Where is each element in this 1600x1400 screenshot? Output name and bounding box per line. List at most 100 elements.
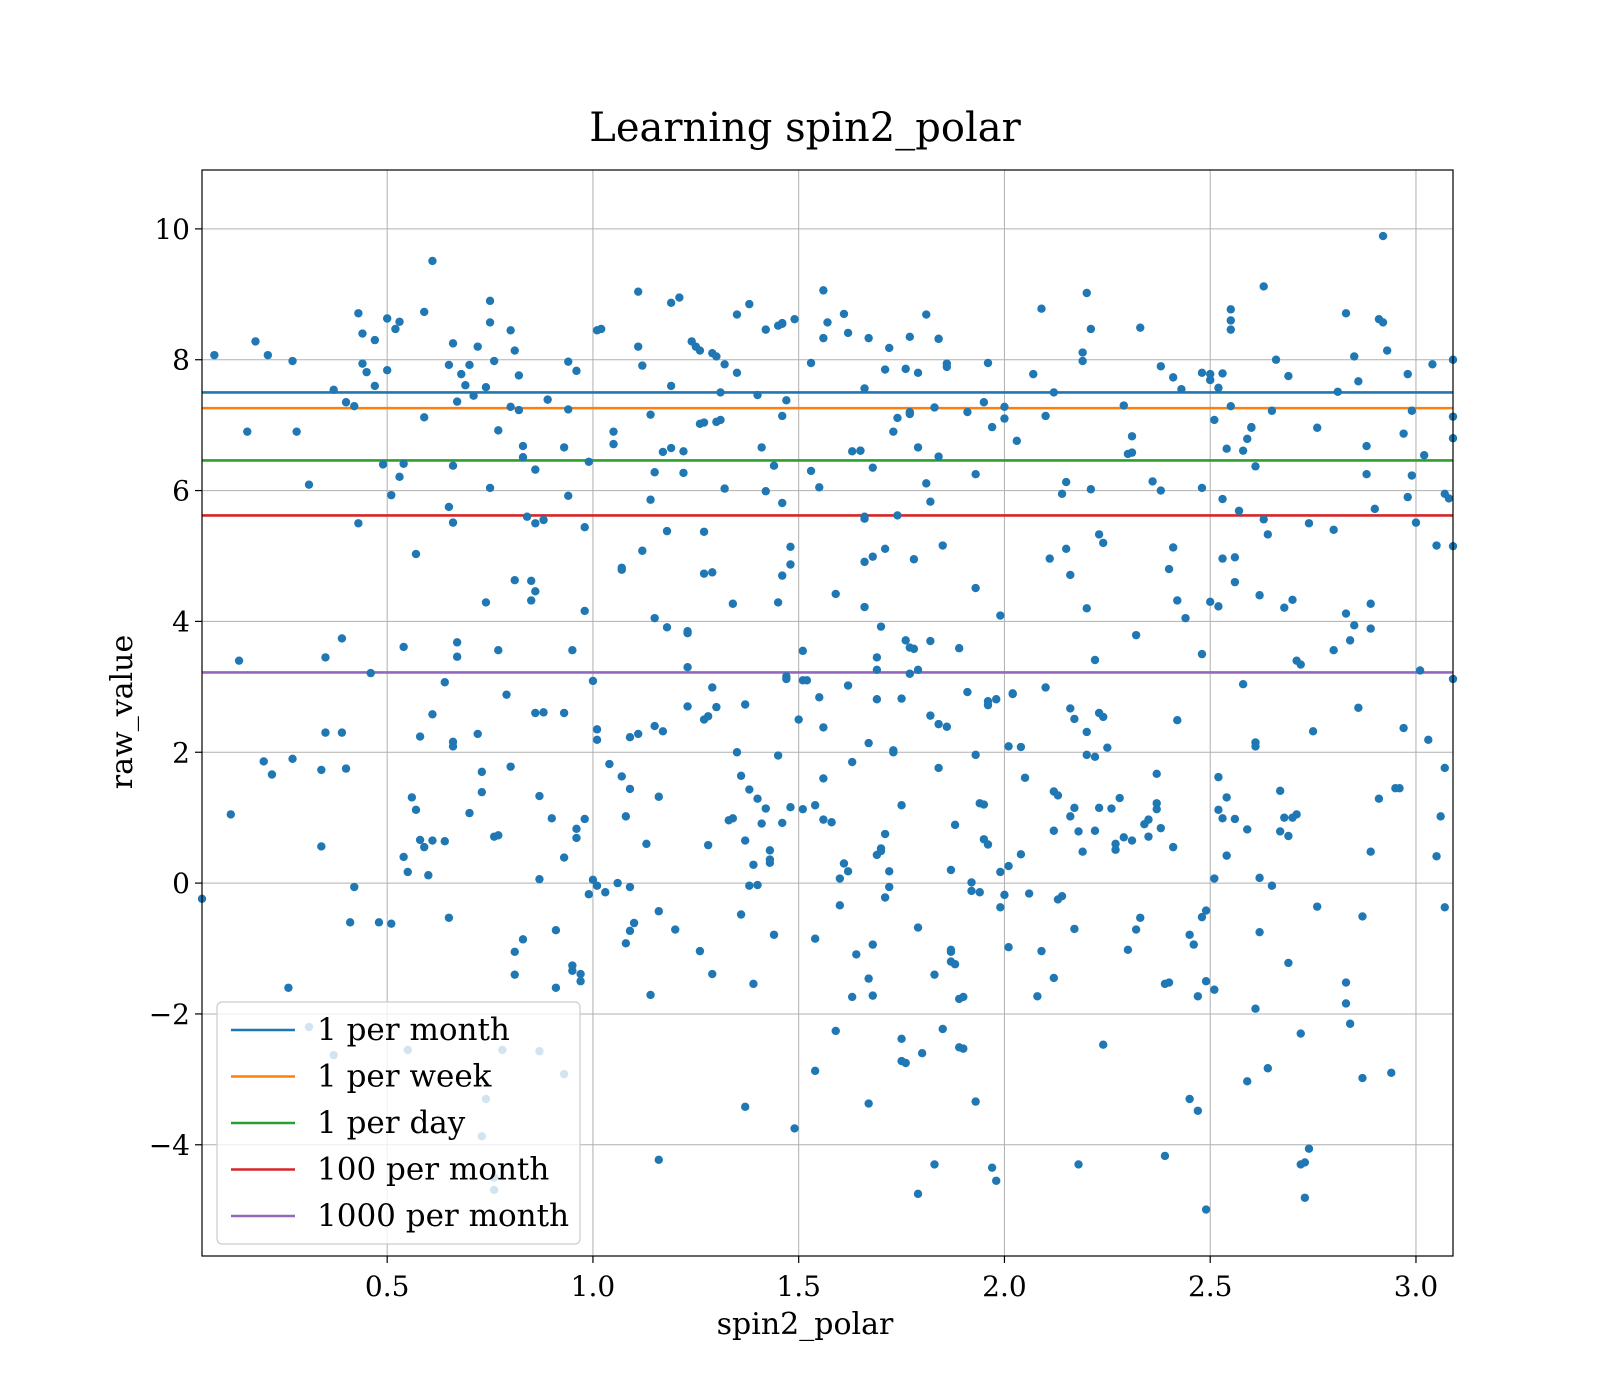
data-point — [1407, 406, 1417, 415]
data-point — [288, 754, 297, 763]
data-point — [893, 413, 902, 423]
data-point — [444, 913, 454, 922]
data-point — [1226, 316, 1235, 325]
y-tick-label: −2 — [149, 998, 190, 1031]
data-point — [345, 918, 355, 927]
data-point — [996, 611, 1005, 620]
data-point — [839, 309, 849, 319]
data-point — [876, 844, 886, 853]
data-point — [1168, 543, 1178, 552]
data-point — [761, 487, 770, 496]
data-point — [732, 368, 742, 378]
y-tick-label: 0 — [172, 867, 190, 900]
data-point — [650, 468, 659, 477]
data-point — [654, 1155, 663, 1165]
data-point — [1086, 485, 1096, 494]
data-point — [1275, 786, 1285, 796]
data-point — [592, 735, 602, 745]
data-point — [531, 465, 540, 474]
data-point — [1020, 773, 1030, 782]
data-point — [317, 842, 326, 851]
data-point — [1066, 570, 1075, 580]
data-point — [959, 1044, 968, 1053]
data-point — [448, 461, 458, 470]
data-point — [1099, 538, 1108, 548]
data-point — [1280, 603, 1289, 612]
data-point — [609, 427, 618, 436]
data-point — [1247, 423, 1256, 432]
data-point — [1218, 369, 1227, 378]
data-point — [514, 405, 524, 415]
data-point — [382, 365, 392, 375]
data-point — [531, 708, 540, 718]
data-point — [1251, 1004, 1260, 1013]
data-point — [815, 483, 824, 492]
data-point — [329, 385, 338, 395]
data-point — [1185, 1094, 1194, 1104]
data-point — [477, 767, 487, 777]
data-point — [304, 480, 314, 489]
data-point — [1045, 554, 1054, 563]
data-point — [810, 934, 820, 943]
data-point — [531, 519, 540, 528]
data-point — [946, 945, 956, 955]
data-point — [843, 681, 853, 690]
data-point — [609, 439, 618, 449]
data-point — [1267, 881, 1277, 890]
data-point — [226, 810, 236, 819]
data-point — [963, 687, 972, 697]
data-point — [1255, 591, 1264, 600]
data-point — [1197, 483, 1207, 493]
data-point — [749, 860, 758, 869]
data-point — [1082, 288, 1091, 298]
data-point — [527, 596, 536, 605]
data-point — [510, 970, 519, 979]
data-point — [646, 410, 655, 419]
data-point — [642, 839, 651, 849]
data-point — [1016, 850, 1026, 859]
data-point — [864, 333, 873, 343]
data-point — [1362, 470, 1371, 479]
data-point — [502, 690, 511, 699]
data-point — [1230, 814, 1240, 824]
data-point — [740, 836, 750, 845]
data-point — [267, 770, 277, 779]
data-point — [1214, 602, 1223, 611]
data-point — [1082, 750, 1091, 760]
data-point — [1222, 793, 1231, 802]
data-point — [452, 397, 462, 406]
data-point — [1238, 446, 1248, 455]
data-point — [913, 665, 923, 675]
data-point — [967, 878, 976, 887]
data-point — [625, 926, 635, 936]
data-point — [971, 583, 980, 593]
data-point — [868, 552, 877, 561]
data-point — [926, 636, 935, 646]
legend-label: 1 per day — [317, 1105, 466, 1141]
data-point — [1066, 704, 1075, 713]
data-point — [930, 970, 939, 979]
data-point — [358, 329, 367, 338]
data-point — [1259, 515, 1268, 524]
data-point — [1111, 839, 1120, 849]
data-point — [872, 695, 882, 704]
data-point — [1210, 985, 1219, 994]
data-point — [1419, 451, 1429, 460]
data-point — [1078, 847, 1087, 856]
data-point — [1308, 727, 1318, 736]
data-point — [905, 409, 915, 419]
data-point — [983, 358, 993, 368]
data-point — [992, 1176, 1001, 1185]
data-point — [1070, 924, 1079, 934]
x-axis-label: spin2_polar — [717, 1307, 894, 1342]
data-point — [395, 472, 404, 482]
data-point — [868, 991, 877, 1000]
data-point — [1218, 494, 1227, 504]
data-point — [518, 453, 528, 462]
legend: 1 per month 1 per week 1 per day 100 per mo… — [216, 1001, 581, 1245]
data-point — [366, 668, 375, 678]
data-point — [1218, 554, 1227, 563]
data-point — [1201, 906, 1211, 915]
data-point — [399, 642, 408, 652]
data-point — [1292, 810, 1301, 819]
